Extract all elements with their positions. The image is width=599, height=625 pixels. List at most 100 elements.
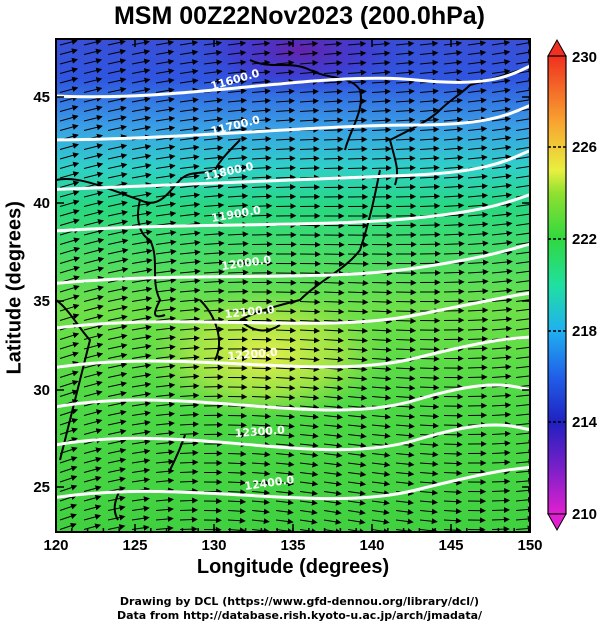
wind-arrow xyxy=(59,475,78,483)
wind-arrow xyxy=(227,69,247,76)
wind-arrow xyxy=(515,153,530,160)
wind-arrow xyxy=(515,439,530,446)
wind-arrow xyxy=(251,78,271,85)
wind-arrow xyxy=(59,389,79,397)
wind-arrow xyxy=(155,230,177,236)
wind-vectors xyxy=(59,39,530,532)
wind-arrow xyxy=(251,508,270,515)
wind-arrow xyxy=(155,477,175,484)
wind-arrow xyxy=(323,40,343,47)
wind-arrow xyxy=(59,313,80,321)
wind-arrow xyxy=(131,191,152,198)
wind-arrow xyxy=(419,422,439,429)
wind-arrow xyxy=(155,201,177,208)
wind-arrow xyxy=(443,422,463,429)
wind-arrow xyxy=(59,161,80,169)
wind-arrow xyxy=(347,490,366,497)
wind-arrow xyxy=(83,523,102,530)
wind-arrow xyxy=(323,480,343,487)
wind-arrow xyxy=(443,231,465,238)
wind-arrow xyxy=(347,452,367,459)
wind-arrow xyxy=(131,515,150,522)
wind-arrow xyxy=(59,105,79,112)
wind-arrow xyxy=(395,164,416,171)
wind-arrow xyxy=(251,69,271,76)
wind-arrow xyxy=(59,503,78,511)
wind-arrow xyxy=(371,356,392,363)
wind-arrow xyxy=(155,49,175,56)
wind-arrow xyxy=(395,470,415,477)
wind-arrow xyxy=(491,497,511,504)
wind-arrow xyxy=(83,86,103,93)
wind-arrow xyxy=(371,155,392,162)
wind-arrow xyxy=(275,136,296,143)
wind-arrow xyxy=(59,114,79,122)
wind-arrow xyxy=(179,306,201,313)
wind-arrow xyxy=(299,451,319,458)
wind-arrow xyxy=(323,107,344,114)
wind-arrow xyxy=(131,391,152,398)
wind-arrow xyxy=(299,375,320,382)
wind-arrow xyxy=(155,249,177,255)
wind-arrow xyxy=(419,59,439,66)
wind-arrow xyxy=(227,517,246,524)
wind-arrow xyxy=(467,202,489,209)
wind-arrow xyxy=(227,250,249,257)
wind-arrow xyxy=(299,50,319,57)
wind-arrow xyxy=(467,135,488,142)
wind-arrow xyxy=(131,163,152,169)
wind-arrow xyxy=(179,335,200,342)
credit-data: Data from http://database.rish.kyoto-u.a… xyxy=(116,609,483,622)
wind-arrow xyxy=(419,489,439,496)
wind-arrow xyxy=(179,497,199,504)
wind-arrow xyxy=(515,182,530,189)
wind-arrow xyxy=(467,249,489,256)
wind-arrow xyxy=(323,518,342,525)
wind-arrow xyxy=(491,144,512,151)
wind-arrow xyxy=(203,297,225,304)
wind-arrow xyxy=(515,372,530,379)
wind-arrow xyxy=(299,432,319,439)
wind-arrow xyxy=(155,39,175,46)
wind-arrow xyxy=(347,50,367,57)
wind-arrow xyxy=(131,496,150,503)
wind-arrow xyxy=(371,50,391,57)
wind-arrow xyxy=(515,289,530,293)
wind-arrow xyxy=(395,98,415,105)
wind-arrow xyxy=(371,279,393,286)
wind-arrow xyxy=(83,143,104,150)
wind-arrow xyxy=(323,413,343,420)
wind-arrow xyxy=(107,419,127,426)
wind-arrow xyxy=(467,221,489,228)
wind-arrow xyxy=(275,442,295,449)
wind-arrow xyxy=(227,154,248,161)
wind-arrow xyxy=(515,270,530,274)
wind-arrow xyxy=(155,172,176,179)
wind-arrow xyxy=(299,413,319,420)
wind-arrow xyxy=(347,480,367,487)
wind-arrow xyxy=(155,506,174,513)
x-tick-labels: 120 125 130 135 140 145 150 xyxy=(43,537,542,554)
wind-arrow xyxy=(227,183,249,190)
wind-arrow xyxy=(491,325,513,332)
wind-arrow xyxy=(179,421,199,428)
wind-arrow xyxy=(155,96,175,103)
wind-arrow xyxy=(347,308,369,315)
x-tick-label: 125 xyxy=(122,537,147,554)
wind-arrow xyxy=(371,394,392,401)
wind-arrow xyxy=(59,171,80,179)
wind-arrow xyxy=(203,106,224,113)
wind-arrow xyxy=(515,68,530,75)
contour-label: 12200.0 xyxy=(227,346,278,363)
wind-arrow xyxy=(515,201,530,208)
wind-arrow xyxy=(491,268,513,275)
wind-arrow xyxy=(227,450,247,457)
wind-arrow xyxy=(59,199,80,207)
wind-arrow xyxy=(107,409,127,416)
wind-arrow xyxy=(515,449,530,456)
wind-arrow xyxy=(83,447,102,454)
wind-arrow xyxy=(395,327,417,334)
wind-arrow xyxy=(131,400,151,407)
wind-arrow xyxy=(467,230,489,237)
wind-arrow xyxy=(443,460,463,467)
